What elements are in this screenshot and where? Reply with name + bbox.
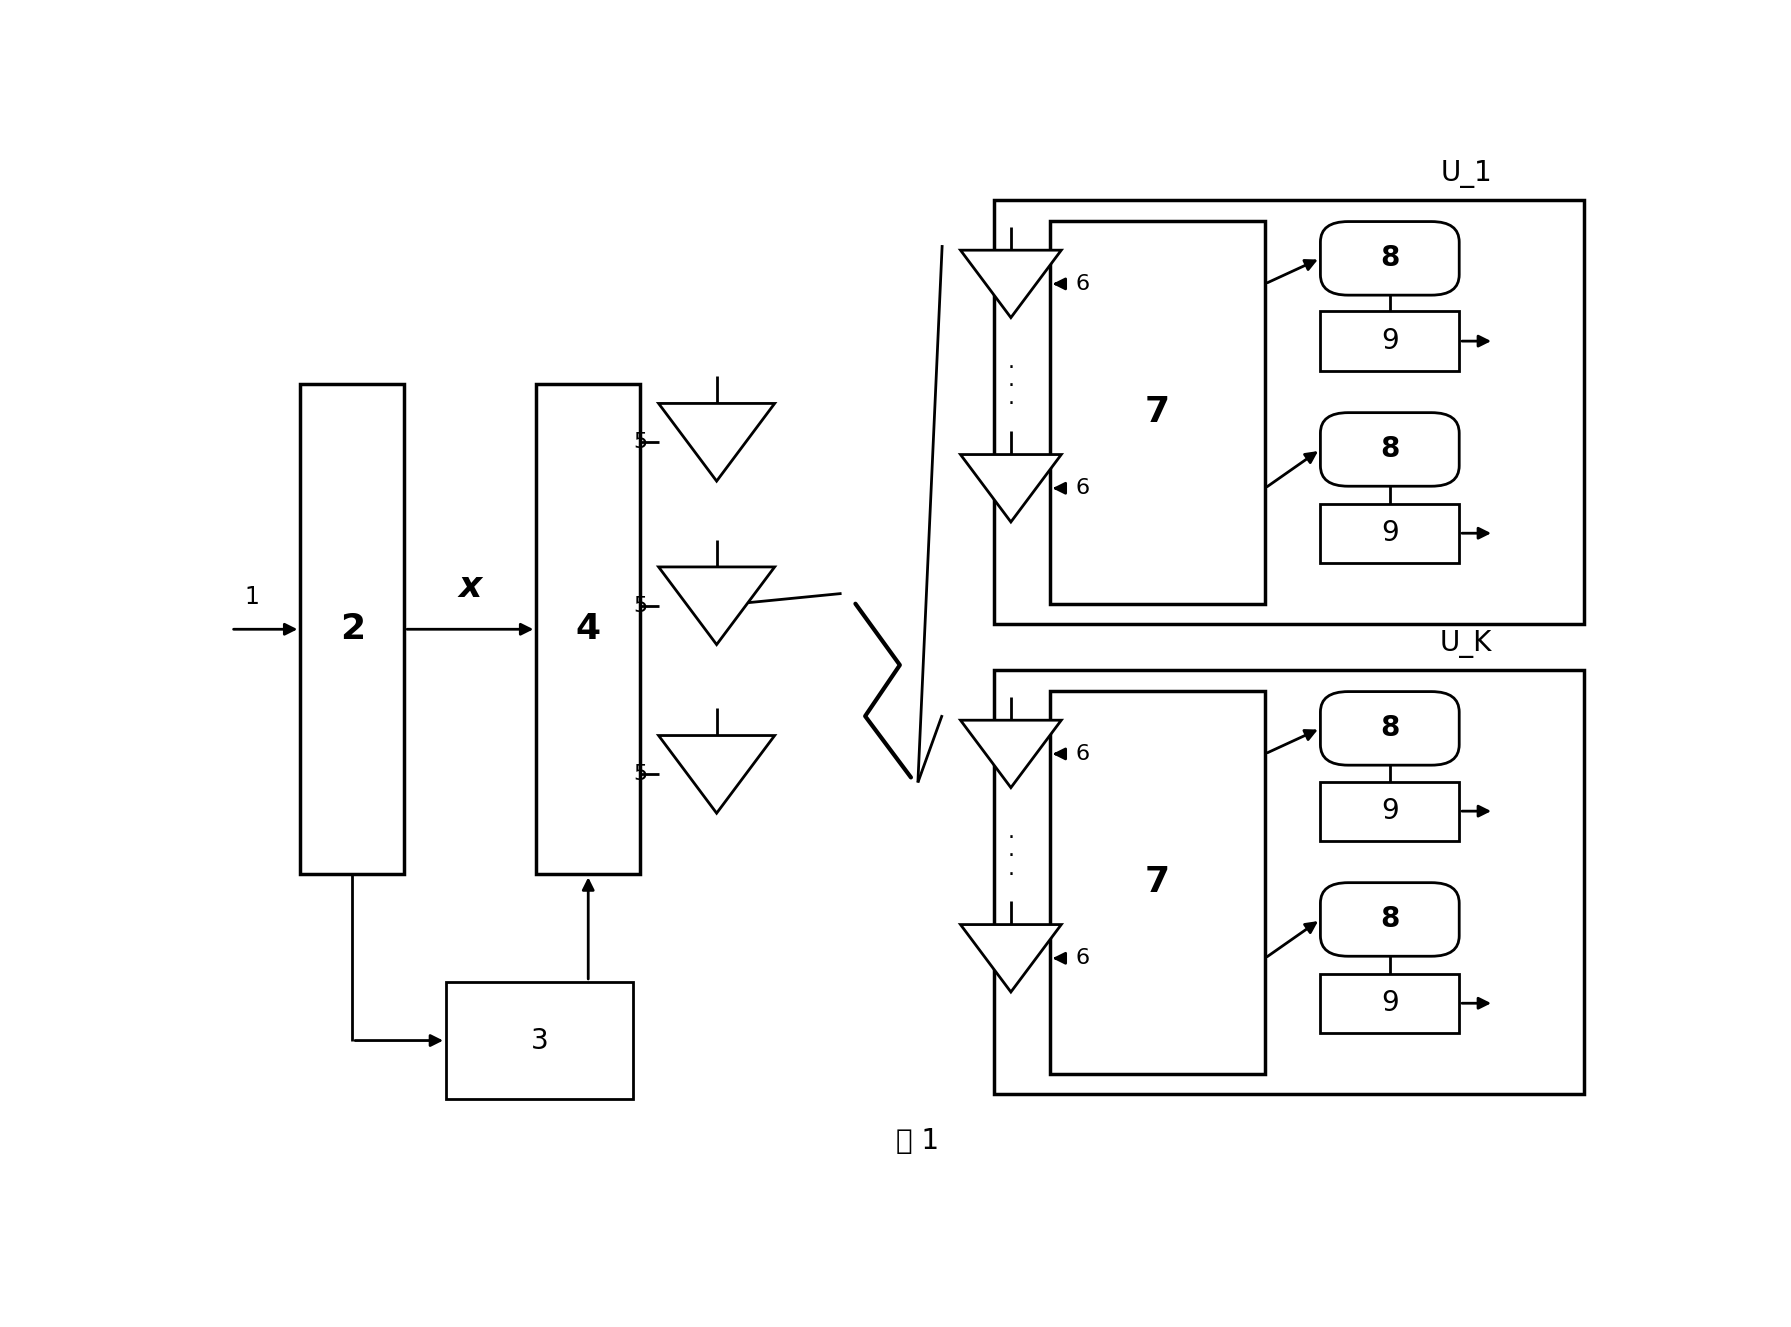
Text: 6: 6 — [1075, 273, 1089, 293]
Bar — [1320, 782, 1460, 841]
Bar — [1050, 690, 1264, 1074]
Text: ·
·
·: · · · — [1007, 828, 1014, 885]
Text: x: x — [458, 569, 482, 604]
Text: 9: 9 — [1381, 989, 1399, 1018]
Bar — [536, 384, 641, 874]
Polygon shape — [659, 567, 776, 645]
Text: U_1: U_1 — [1440, 159, 1492, 188]
Bar — [1320, 312, 1460, 370]
Text: 5: 5 — [634, 433, 648, 453]
Text: 6: 6 — [1075, 949, 1089, 969]
Text: 5: 5 — [634, 764, 648, 784]
Text: 8: 8 — [1381, 905, 1399, 933]
Text: ·
·
·: · · · — [713, 575, 720, 642]
Text: 3: 3 — [530, 1027, 548, 1055]
Text: 2: 2 — [340, 612, 365, 646]
Text: U_K: U_K — [1440, 630, 1492, 658]
Bar — [301, 384, 405, 874]
Text: 8: 8 — [1381, 244, 1399, 272]
Bar — [994, 670, 1585, 1095]
Text: 9: 9 — [1381, 798, 1399, 825]
Bar — [446, 982, 634, 1099]
Text: 5: 5 — [634, 596, 648, 616]
Polygon shape — [659, 403, 776, 482]
Text: 8: 8 — [1381, 714, 1399, 742]
Polygon shape — [960, 455, 1062, 522]
Bar — [1320, 974, 1460, 1032]
Text: 图 1: 图 1 — [896, 1128, 940, 1156]
Bar — [994, 200, 1585, 624]
Text: 6: 6 — [1075, 744, 1089, 764]
Polygon shape — [960, 925, 1062, 993]
Text: 7: 7 — [1144, 865, 1170, 900]
Text: 6: 6 — [1075, 478, 1089, 498]
Polygon shape — [960, 251, 1062, 317]
Text: 8: 8 — [1381, 435, 1399, 463]
FancyBboxPatch shape — [1320, 882, 1460, 957]
Text: ·
·
·: · · · — [1007, 358, 1014, 414]
Polygon shape — [659, 735, 776, 813]
Text: 9: 9 — [1381, 519, 1399, 547]
FancyBboxPatch shape — [1320, 413, 1460, 486]
Text: 7: 7 — [1144, 395, 1170, 429]
FancyBboxPatch shape — [1320, 222, 1460, 295]
Text: 9: 9 — [1381, 328, 1399, 356]
Polygon shape — [960, 721, 1062, 788]
Bar — [1050, 220, 1264, 604]
FancyBboxPatch shape — [1320, 691, 1460, 766]
Text: 1: 1 — [244, 585, 260, 609]
Bar — [1320, 503, 1460, 563]
Text: 4: 4 — [575, 612, 600, 646]
